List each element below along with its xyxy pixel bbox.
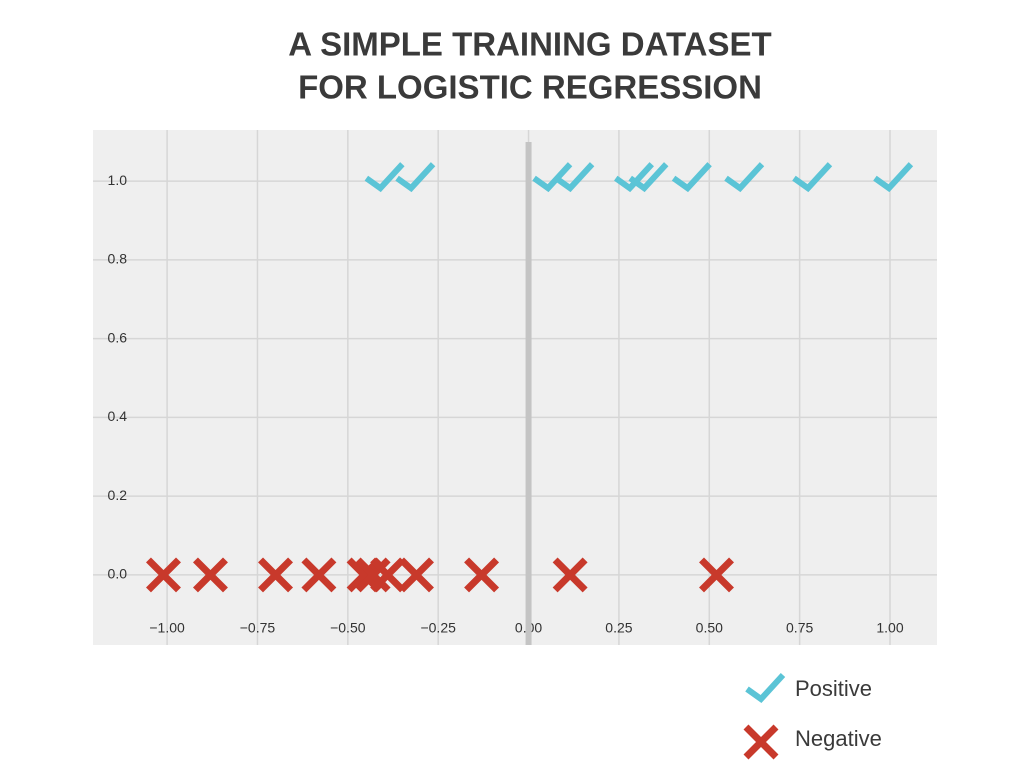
legend-marker [745,672,786,703]
check-marker [724,162,765,193]
chart-title: FOR LOGISTIC REGRESSION [298,69,762,106]
x-tick-label: −0.25 [420,620,456,636]
legend-marker [743,724,779,760]
x-tick-label: −0.50 [330,620,366,636]
y-tick-label: 1.0 [108,172,128,188]
x-marker [301,557,337,593]
check-marker [873,162,914,193]
x-marker [552,557,588,593]
x-tick-label: 0.25 [605,620,632,636]
x-tick-label: −1.00 [149,620,185,636]
x-marker [192,557,228,593]
y-tick-label: 0.2 [108,487,128,503]
check-marker [554,162,595,193]
check-marker [792,162,833,193]
x-marker [258,557,294,593]
check-marker [671,162,712,193]
x-marker [699,557,734,593]
check-marker [532,162,573,193]
x-marker [370,557,406,593]
check-marker [614,162,654,193]
chart-title: A SIMPLE TRAINING DATASET [288,26,771,63]
x-tick-label: 0.50 [696,620,723,636]
check-marker [395,162,436,193]
x-marker [146,557,181,593]
x-marker [355,557,391,593]
check-marker [628,162,669,193]
legend-label: Negative [795,726,882,751]
x-tick-label: 1.00 [876,620,903,636]
x-tick-label: −0.75 [240,620,276,636]
y-tick-label: 0.0 [108,566,128,582]
y-tick-label: 0.8 [108,251,128,267]
y-tick-label: 0.4 [108,408,128,424]
x-tick-label: 0.75 [786,620,813,636]
check-marker [364,162,405,193]
y-tick-label: 0.6 [108,329,128,345]
legend-label: Positive [795,676,872,701]
x-marker [399,557,434,593]
x-marker [464,557,500,593]
plot-area [93,130,937,645]
